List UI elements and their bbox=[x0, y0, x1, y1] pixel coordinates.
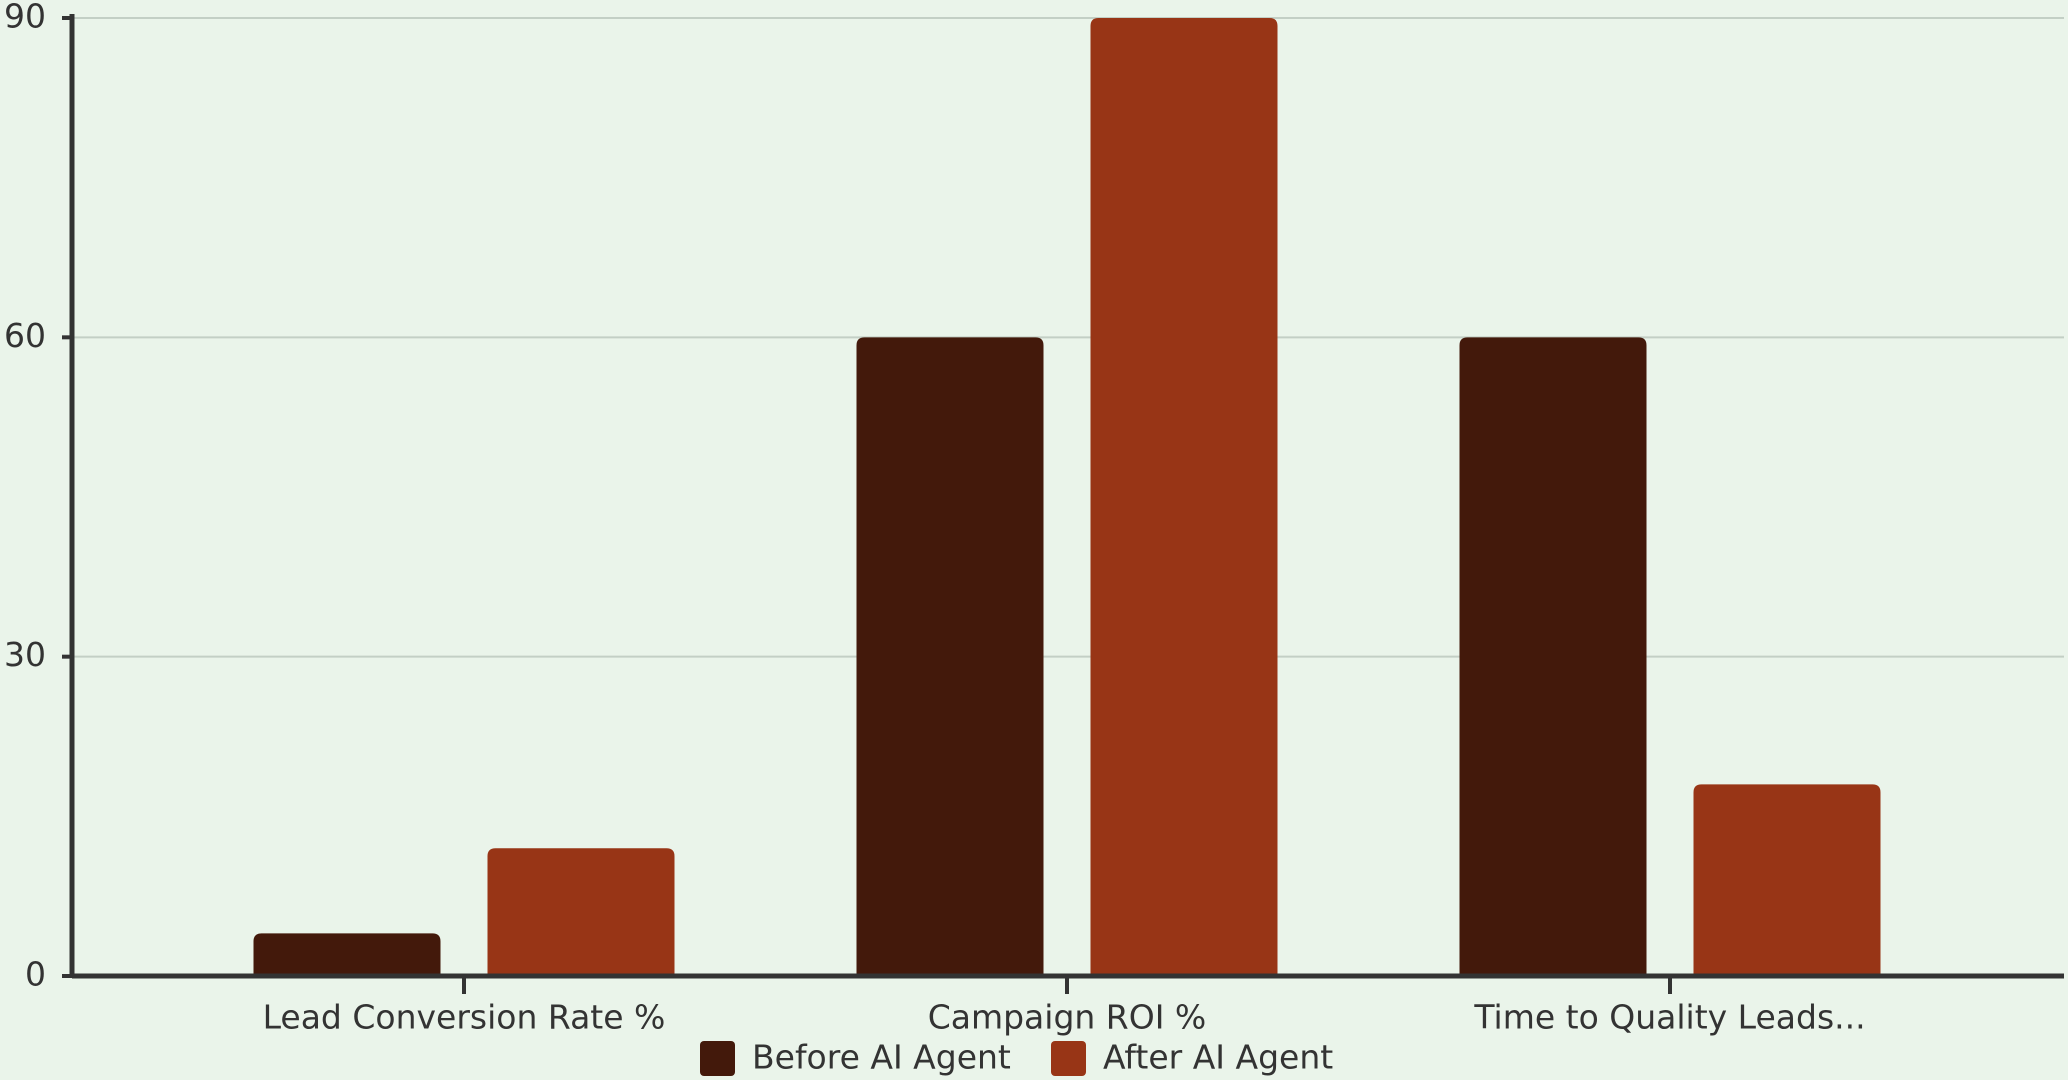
bar bbox=[1090, 18, 1278, 976]
bar bbox=[487, 848, 675, 976]
legend-label: Before AI Agent bbox=[752, 1038, 1011, 1077]
legend-label: After AI Agent bbox=[1103, 1038, 1333, 1077]
x-tick-label: Campaign ROI % bbox=[928, 998, 1207, 1037]
legend-swatch bbox=[1051, 1041, 1086, 1076]
legend-swatch bbox=[700, 1041, 735, 1076]
y-tick-label: 30 bbox=[4, 635, 46, 674]
x-tick-label: Lead Conversion Rate % bbox=[263, 998, 666, 1037]
y-tick-label: 90 bbox=[4, 0, 46, 36]
bar bbox=[253, 933, 441, 976]
bar bbox=[856, 337, 1044, 976]
y-tick-label: 60 bbox=[4, 316, 46, 355]
y-tick-label: 0 bbox=[25, 955, 46, 994]
bar bbox=[1693, 784, 1881, 976]
x-tick-label: Time to Quality Leads... bbox=[1473, 998, 1865, 1037]
bar bbox=[1459, 337, 1647, 976]
